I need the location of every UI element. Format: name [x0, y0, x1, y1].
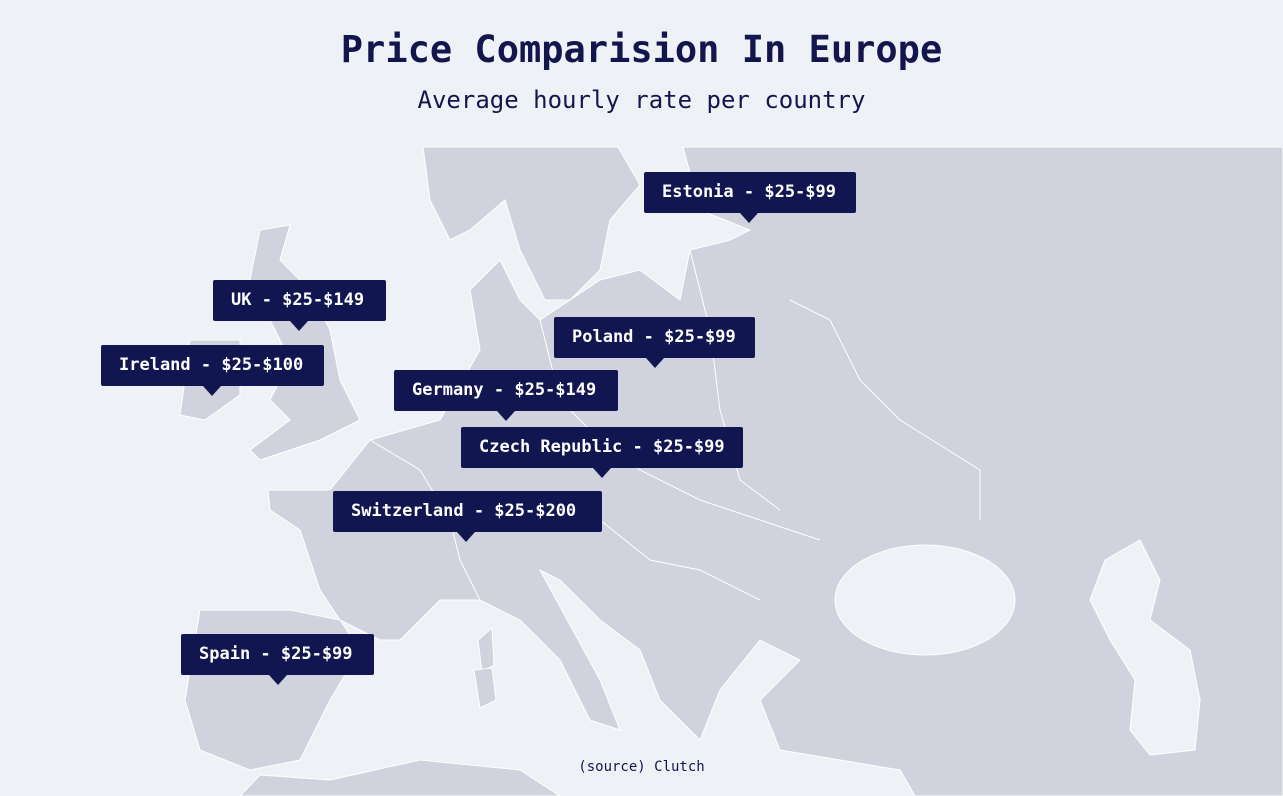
africa — [239, 759, 561, 796]
mainland — [184, 146, 1283, 796]
border — [599, 519, 761, 601]
country-label: Germany - $25-$149 — [394, 370, 618, 421]
scandinavia — [422, 146, 641, 301]
country-label: Czech Republic - $25-$99 — [461, 427, 743, 478]
title: Price Comparision In Europe — [340, 28, 943, 71]
country-label: Poland - $25-$99 — [554, 317, 755, 368]
subtitle: Average hourly rate per country — [417, 86, 866, 114]
uk — [249, 224, 361, 461]
source-note: (source) Clutch — [578, 759, 705, 775]
country-label: UK - $25-$149 — [213, 280, 386, 331]
caspian-sea — [1089, 539, 1201, 756]
country-label: Spain - $25-$99 — [181, 634, 374, 685]
border — [689, 249, 781, 511]
corsica — [473, 667, 497, 709]
country-label: Estonia - $25-$99 — [644, 172, 856, 223]
border — [789, 299, 981, 520]
country-label: Switzerland - $25-$200 — [333, 491, 602, 542]
black-sea — [834, 544, 1016, 656]
country-label: Ireland - $25-$100 — [101, 345, 324, 396]
sardinia — [477, 626, 495, 673]
